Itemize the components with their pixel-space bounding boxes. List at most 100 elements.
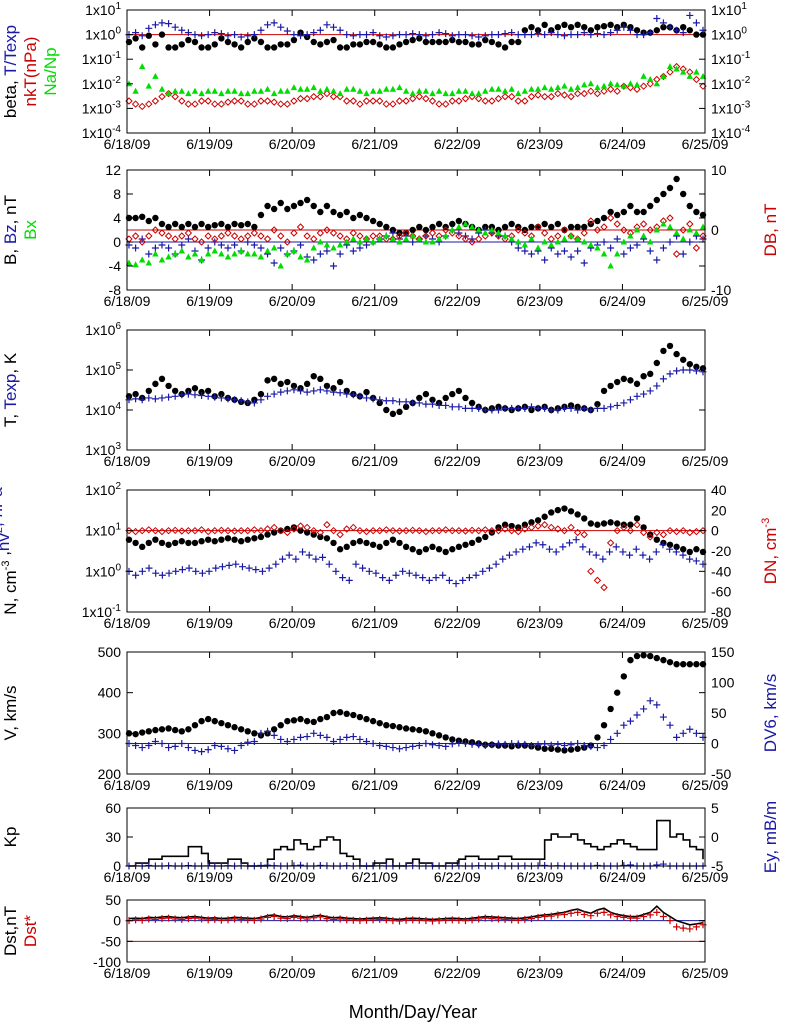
- data-point: [297, 32, 305, 40]
- data-point: [587, 80, 595, 87]
- data-point: [435, 732, 443, 739]
- data-point: [528, 223, 535, 231]
- data-point: [468, 916, 476, 924]
- data-point: [356, 87, 364, 94]
- data-point: [184, 100, 193, 108]
- data-point: [151, 21, 159, 29]
- y-tick-label: 1x106: [85, 321, 121, 338]
- data-point: [290, 525, 298, 533]
- data-point: [323, 733, 331, 741]
- data-point: [495, 41, 502, 48]
- data-point: [389, 85, 397, 92]
- data-point: [257, 87, 265, 94]
- data-point: [686, 226, 694, 233]
- right-tick-label: -60: [711, 584, 731, 600]
- data-point: [132, 87, 139, 94]
- data-point: [402, 87, 410, 94]
- data-point: [607, 519, 614, 526]
- data-point: [594, 23, 601, 31]
- y-axis-label: T, Texp, K: [1, 352, 20, 427]
- data-point: [191, 526, 199, 535]
- data-point: [198, 538, 205, 545]
- data-point: [257, 244, 265, 252]
- data-point: [429, 730, 436, 737]
- data-point: [481, 32, 489, 40]
- x-tick-label: 6/20/09: [269, 965, 316, 981]
- right-axis-label: DN, cm-3: [760, 518, 780, 584]
- data-point: [330, 208, 337, 216]
- data-point: [620, 913, 628, 921]
- data-point: [666, 342, 674, 350]
- data-point: [640, 652, 647, 659]
- x-tick-label: 6/19/09: [186, 869, 233, 885]
- data-point: [581, 81, 588, 88]
- data-point: [574, 740, 582, 747]
- data-point: [250, 241, 258, 249]
- data-point: [283, 238, 292, 246]
- y-tick-label: -4: [109, 258, 122, 274]
- data-point: [561, 747, 568, 754]
- data-point: [237, 44, 245, 51]
- data-point: [198, 32, 206, 40]
- series-plus-blue: [125, 226, 707, 270]
- series-plus-blue: [125, 536, 707, 588]
- x-tick-label: 6/22/09: [434, 453, 481, 469]
- data-point: [534, 85, 542, 92]
- data-point: [666, 541, 674, 548]
- data-point: [626, 244, 634, 252]
- right-tick-label: 40: [711, 482, 727, 498]
- data-point: [686, 11, 694, 19]
- axis-label-part: Bx: [21, 220, 40, 240]
- right-tick-label: 100: [711, 675, 735, 691]
- data-point: [693, 363, 700, 371]
- data-point: [541, 220, 548, 228]
- data-point: [425, 576, 433, 584]
- x-tick-label: 6/19/09: [186, 615, 233, 631]
- data-point: [593, 576, 602, 585]
- data-point: [152, 72, 159, 79]
- data-point: [402, 403, 410, 411]
- data-point: [633, 31, 641, 39]
- data-point: [204, 527, 212, 536]
- data-point: [363, 214, 370, 222]
- data-point: [138, 32, 146, 40]
- data-point: [317, 87, 324, 94]
- data-point: [422, 94, 430, 103]
- data-point: [574, 31, 582, 39]
- data-point: [606, 539, 615, 547]
- data-point: [204, 916, 212, 924]
- data-point: [319, 553, 327, 561]
- data-point: [416, 223, 423, 231]
- data-point: [270, 98, 278, 106]
- data-point: [145, 539, 152, 547]
- data-point: [626, 551, 634, 559]
- data-point: [204, 392, 212, 400]
- data-point: [197, 238, 206, 246]
- data-point: [580, 229, 588, 237]
- x-tick-label: 6/23/09: [516, 136, 563, 152]
- data-point: [462, 220, 469, 227]
- data-point: [547, 406, 555, 414]
- data-point: [435, 235, 443, 242]
- data-point: [422, 400, 430, 408]
- plot-frame: [126, 899, 706, 963]
- x-tick-label: 6/18/09: [104, 965, 151, 981]
- data-point: [574, 745, 581, 752]
- axis-label-superscript: -3: [0, 561, 12, 571]
- y-axis-label: beta, T/Texp: [1, 25, 20, 118]
- data-point: [138, 729, 146, 736]
- data-point: [508, 522, 515, 530]
- data-point: [171, 92, 179, 101]
- data-point: [680, 190, 687, 198]
- data-point: [581, 223, 588, 231]
- data-point: [429, 223, 436, 231]
- data-point: [409, 726, 416, 733]
- data-point: [429, 90, 436, 97]
- data-point: [449, 226, 456, 233]
- data-point: [145, 24, 153, 32]
- data-point: [693, 546, 700, 553]
- data-point: [512, 548, 520, 556]
- data-point: [620, 238, 628, 245]
- data-point: [217, 100, 226, 108]
- data-point: [686, 202, 694, 210]
